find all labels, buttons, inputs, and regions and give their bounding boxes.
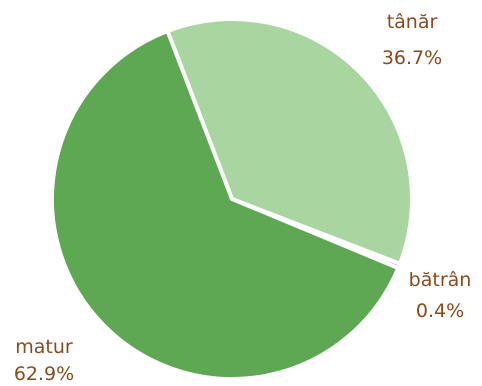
pie-slices xyxy=(50,17,414,381)
pie-labels: tânăr 36.7% bătrân 0.4% matur 62.9% xyxy=(14,11,472,385)
label-matur-name: matur xyxy=(15,336,73,358)
label-tanar-value: 36.7% xyxy=(382,47,442,69)
slice-matur xyxy=(50,28,401,381)
label-tanar-name: tânăr xyxy=(387,11,438,33)
label-batran-value: 0.4% xyxy=(416,300,464,322)
slice-tanar xyxy=(165,17,414,266)
label-matur-value: 62.9% xyxy=(14,363,74,385)
label-batran-name: bătrân xyxy=(409,269,472,291)
